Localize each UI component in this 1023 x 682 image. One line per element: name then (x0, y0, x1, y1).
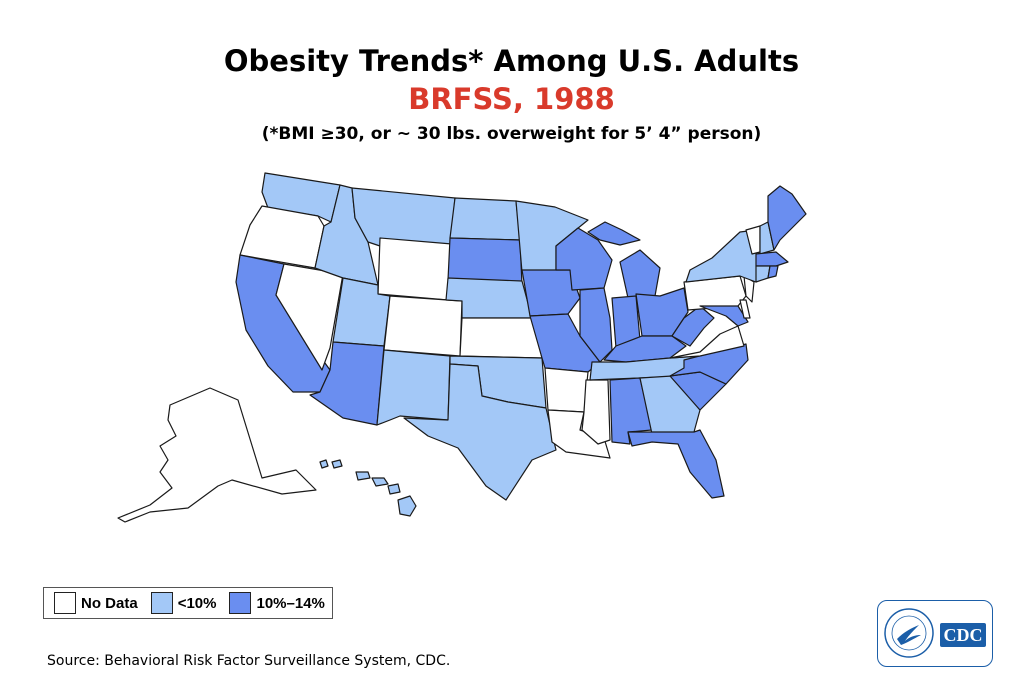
state-GA (639, 375, 701, 435)
state-CO (383, 295, 463, 357)
state-FL (627, 429, 725, 499)
state-TX (403, 363, 557, 501)
state-HI-5 (387, 483, 401, 495)
state-MA (755, 251, 789, 267)
state-NM (376, 349, 451, 426)
hhs-seal-icon (884, 608, 934, 658)
legend-item-no-data: No Data (54, 592, 138, 614)
state-MI-UP (587, 221, 641, 246)
state-WY (377, 237, 453, 301)
state-IL (579, 287, 613, 363)
legend-label-10to14: 10%–14% (256, 594, 325, 612)
state-KS (459, 317, 543, 359)
legend-item-lt10: <10% (150, 592, 217, 614)
state-AR (544, 367, 589, 413)
cdc-wordmark-text: CDC (943, 625, 983, 645)
source-citation: Source: Behavioral Risk Factor Surveilla… (47, 653, 451, 669)
state-MS (581, 379, 611, 445)
legend: No Data <10% 10%–14% (43, 587, 333, 619)
legend-label-lt10: <10% (177, 594, 217, 612)
map-subtitle: BRFSS, 1988 (408, 82, 615, 116)
state-HI-6 (397, 495, 417, 517)
legend-item-10to14: 10%–14% (229, 592, 325, 614)
state-RI (767, 265, 779, 279)
state-HI-3 (355, 471, 371, 481)
cdc-wordmark: CDC (940, 623, 986, 647)
state-HI-4 (371, 477, 389, 487)
map-title: Obesity Trends* Among U.S. Adults (223, 44, 800, 78)
state-MD (699, 305, 749, 327)
legend-swatch-lt10 (150, 592, 173, 614)
legend-label-no-data: No Data (81, 594, 138, 612)
bmi-footnote: (*BMI ≥30, or ~ 30 lbs. overweight for 5… (261, 124, 762, 144)
state-ME (767, 185, 807, 251)
state-DE (739, 299, 751, 319)
legend-swatch-10to14 (229, 592, 252, 614)
legend-swatch-no-data (54, 592, 76, 614)
cdc-logo: CDC (877, 600, 993, 667)
state-AK (117, 387, 317, 523)
state-MI (619, 249, 661, 299)
state-NC (669, 343, 749, 385)
state-HI-2 (331, 459, 343, 469)
state-ND (449, 197, 521, 241)
state-HI-1 (319, 459, 329, 469)
state-WV (671, 305, 715, 347)
state-CT (755, 265, 771, 283)
